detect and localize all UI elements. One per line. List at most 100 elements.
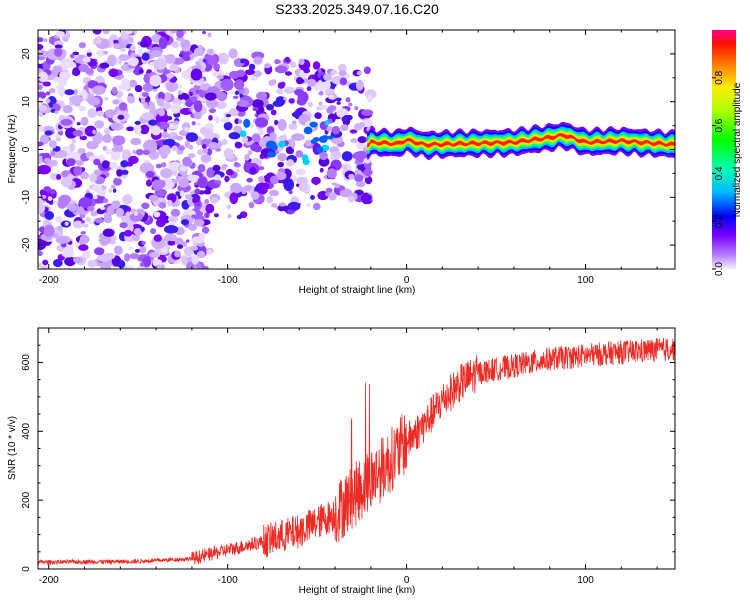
spectrogram-cell (78, 244, 89, 251)
spectrogram-cell (65, 127, 78, 139)
spectrogram-cell (119, 222, 128, 229)
spectrogram-cell (200, 154, 212, 163)
spectrogram-cell (102, 145, 107, 151)
spectrogram-cell (128, 56, 139, 67)
spectrogram-cell (196, 122, 201, 127)
spectrogram-cell (206, 48, 215, 56)
spectrogram-cell (225, 169, 234, 176)
spectrogram-cell (170, 103, 181, 114)
spectrogram-cell (61, 176, 73, 188)
spectrogram-cell (331, 150, 342, 160)
spectrogram-cell (126, 126, 135, 132)
spectrogram-cell (357, 136, 367, 144)
spectrogram-cell (177, 145, 186, 151)
spectrogram-cell (223, 148, 234, 159)
spectrogram-cell (274, 59, 280, 65)
spectrogram-cell (87, 108, 97, 119)
snr-series-line (38, 337, 675, 566)
spectrogram-cell (102, 228, 115, 237)
spectrogram-cell (53, 233, 58, 239)
spectrogram-cell (113, 177, 123, 186)
spectrogram-cell (341, 163, 348, 170)
spectrogram-cell (118, 102, 128, 111)
spectrogram-cell (55, 30, 65, 37)
spectrogram-cell (285, 146, 293, 154)
spectrogram-cell (303, 68, 311, 74)
spectrogram-cell (204, 198, 210, 204)
spectrogram-cell (288, 98, 295, 104)
spectrogram-cell (356, 157, 363, 162)
spectrogram-cell (60, 118, 73, 126)
spectrogram-cell (73, 257, 83, 264)
spectrogram-cell (150, 228, 157, 234)
spectrogram-cell (142, 256, 152, 268)
spectrogram-cell (185, 132, 198, 143)
y-tick-label: 200 (21, 491, 32, 508)
spectrogram-cell (50, 69, 59, 77)
spectrogram-cell (169, 133, 176, 137)
spectrogram-cell (189, 91, 193, 97)
y-tick-label: 0 (21, 146, 32, 152)
spectrogram-cell (38, 100, 43, 107)
spectrogram-cell (180, 99, 186, 104)
spectrogram-cell (193, 182, 198, 186)
spectrogram-cell (296, 176, 309, 185)
spectrogram-cell (253, 56, 263, 65)
spectrogram-cell (276, 88, 284, 95)
spectrogram-cell (52, 149, 68, 159)
spectrogram-cell (168, 84, 174, 91)
spectrogram-cell (228, 48, 238, 59)
spectrogram-cell (169, 63, 179, 72)
spectrogram-cell (50, 151, 56, 156)
spectrogram-cell (244, 69, 255, 75)
spectrogram-cell (321, 135, 329, 141)
spectrogram-cell (266, 195, 274, 204)
spectrogram-cell (193, 111, 202, 120)
spectrogram-cell (151, 125, 161, 136)
spectrogram-cell (358, 121, 365, 128)
spectrogram-cell (206, 147, 213, 156)
x-tick-label: -200 (39, 575, 59, 586)
spectrogram-cell (156, 98, 165, 107)
spectrogram-cell (347, 195, 355, 203)
spectrogram-cell (104, 96, 109, 101)
spectrogram-cell (254, 185, 262, 191)
spectrogram-cell (86, 205, 95, 212)
spectrogram-cell (149, 106, 156, 114)
spectrogram-cell (94, 120, 105, 129)
spectrogram-cell (126, 95, 133, 101)
spectrogram-cell (167, 216, 179, 223)
spectrogram-cell (117, 114, 125, 120)
spectrogram-cell (48, 88, 56, 94)
spectrogram-cell (105, 109, 117, 118)
spectrogram-cell (39, 134, 50, 145)
spectrogram-cell (331, 125, 341, 135)
spectrogram-cell (87, 96, 101, 106)
spectrogram-cell (265, 103, 274, 111)
spectrogram-cell (182, 241, 187, 247)
spectrogram-cell (312, 202, 321, 211)
spectrogram-cell (240, 58, 246, 64)
spectrogram-cell (123, 265, 134, 269)
spectrogram-cell (124, 253, 131, 262)
spectrogram-cell (110, 122, 121, 130)
spectrogram-cell (203, 189, 212, 195)
spectrogram-cell (69, 95, 84, 104)
spectrogram-cell (249, 167, 257, 175)
spectrogram-cell (174, 250, 182, 258)
spectrogram-cell (142, 149, 150, 155)
spectrogram-cell (100, 206, 106, 211)
spectrogram-cell (141, 112, 154, 121)
spectrogram-cell (175, 191, 181, 196)
spectrogram-cell (103, 50, 109, 55)
spectrogram-cell (222, 163, 228, 168)
spectrogram-cell (72, 129, 83, 137)
spectrogram-cell (112, 99, 120, 105)
spectrogram-cell (175, 135, 184, 141)
spectrogram-cell (229, 192, 239, 205)
spectrogram-cell (204, 92, 217, 101)
spectrogram-cell (124, 30, 134, 35)
spectrogram-cell (320, 104, 328, 110)
spectrogram-cell (306, 86, 312, 92)
